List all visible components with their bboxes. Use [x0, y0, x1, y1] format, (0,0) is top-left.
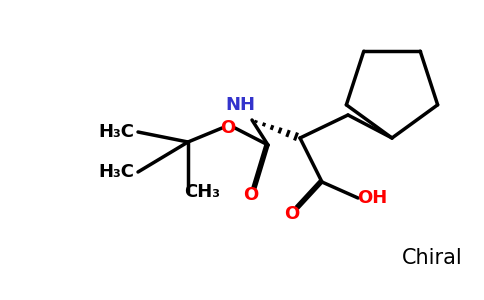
Text: NH: NH — [225, 96, 255, 114]
Text: O: O — [220, 119, 236, 137]
Text: CH₃: CH₃ — [184, 183, 220, 201]
Text: O: O — [285, 205, 300, 223]
Text: OH: OH — [357, 189, 387, 207]
Text: O: O — [243, 186, 258, 204]
Text: Chiral: Chiral — [402, 248, 462, 268]
Text: H₃C: H₃C — [98, 123, 134, 141]
Text: H₃C: H₃C — [98, 163, 134, 181]
